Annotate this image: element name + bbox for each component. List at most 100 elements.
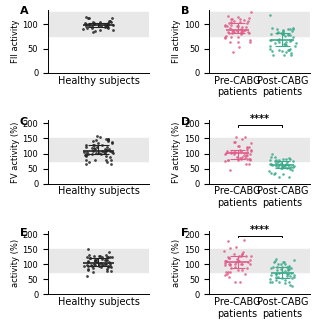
Point	[225, 148, 230, 154]
Point	[92, 146, 97, 151]
Point	[291, 26, 296, 31]
Point	[269, 37, 274, 42]
Point	[288, 33, 293, 38]
Point	[292, 275, 297, 280]
Point	[222, 158, 227, 164]
Point	[235, 268, 240, 273]
Point	[108, 148, 113, 153]
Point	[226, 157, 231, 162]
Point	[106, 20, 111, 25]
Point	[103, 261, 108, 267]
Point	[285, 27, 290, 32]
Point	[225, 157, 230, 162]
Point	[248, 147, 253, 152]
Point	[238, 26, 244, 31]
Point	[87, 252, 92, 258]
Point	[279, 30, 284, 35]
Point	[85, 268, 90, 273]
Point	[244, 162, 249, 167]
Point	[227, 245, 232, 250]
Point	[270, 48, 275, 53]
Point	[92, 147, 97, 152]
Point	[281, 41, 286, 46]
Point	[288, 265, 293, 270]
Point	[284, 42, 289, 47]
Point	[248, 148, 253, 154]
Point	[267, 46, 272, 51]
Point	[245, 265, 250, 270]
Point	[107, 146, 112, 151]
Point	[279, 275, 284, 280]
Point	[97, 19, 102, 24]
Point	[93, 258, 98, 263]
Point	[82, 21, 87, 26]
Point	[246, 162, 251, 167]
Point	[107, 261, 112, 267]
Point	[226, 269, 231, 274]
Point	[97, 134, 102, 140]
Point	[108, 155, 113, 160]
Point	[89, 151, 94, 156]
Point	[288, 270, 293, 275]
Point	[239, 29, 244, 34]
Point	[85, 152, 90, 157]
Point	[232, 151, 237, 156]
Point	[278, 261, 283, 266]
Point	[285, 160, 290, 165]
Point	[228, 270, 233, 275]
Point	[268, 43, 273, 48]
Point	[268, 162, 274, 167]
Point	[103, 157, 108, 163]
Point	[222, 260, 227, 265]
Point	[276, 36, 281, 42]
Point	[84, 149, 89, 154]
Point	[82, 263, 87, 268]
Point	[233, 149, 238, 154]
Point	[105, 267, 110, 272]
Point	[279, 163, 284, 168]
Bar	[48, 12, 149, 36]
Point	[223, 150, 228, 155]
Point	[241, 17, 246, 22]
Point	[106, 249, 111, 254]
Point	[286, 268, 291, 273]
Point	[105, 268, 110, 273]
Point	[244, 148, 249, 153]
Point	[280, 164, 285, 169]
Point	[85, 263, 90, 268]
Point	[234, 134, 239, 140]
Point	[235, 14, 240, 20]
Point	[225, 23, 230, 28]
Point	[268, 154, 273, 159]
Point	[245, 29, 250, 34]
Text: A: A	[20, 6, 28, 16]
Point	[276, 157, 281, 163]
Point	[233, 259, 238, 264]
Text: F: F	[181, 228, 189, 238]
Point	[268, 280, 273, 285]
Point	[94, 144, 99, 149]
Point	[91, 142, 96, 148]
Point	[236, 44, 242, 49]
Point	[280, 265, 285, 270]
Point	[239, 28, 244, 33]
Point	[276, 174, 281, 179]
Point	[286, 263, 291, 268]
Text: D: D	[181, 117, 190, 127]
Point	[97, 261, 102, 266]
Point	[244, 151, 249, 156]
Point	[243, 253, 248, 259]
Point	[282, 165, 287, 170]
Point	[225, 13, 230, 19]
Point	[267, 12, 272, 17]
Point	[104, 22, 109, 28]
Point	[88, 255, 93, 260]
Y-axis label: activity (%): activity (%)	[11, 239, 20, 287]
Point	[95, 260, 100, 265]
Point	[244, 144, 250, 149]
Point	[231, 50, 236, 55]
Point	[229, 30, 235, 35]
Point	[83, 153, 88, 158]
Point	[238, 19, 243, 24]
Point	[227, 30, 232, 36]
